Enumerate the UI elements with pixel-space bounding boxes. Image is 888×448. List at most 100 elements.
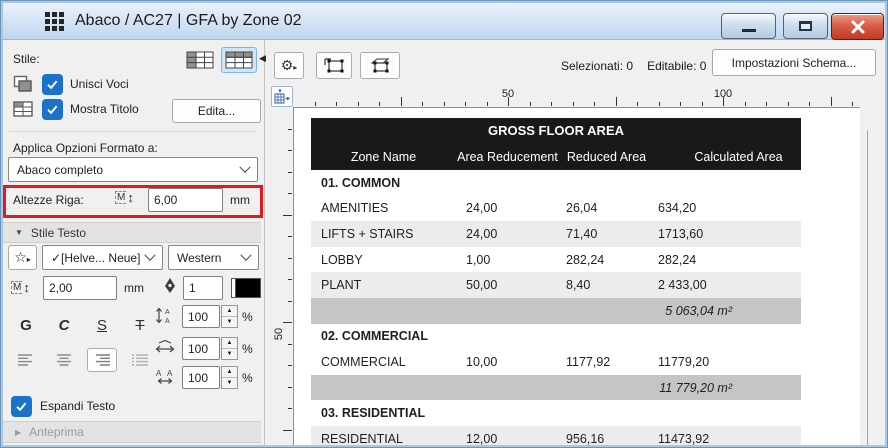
data-row[interactable]: PLANT 50,00 8,40 2 433,00: [311, 272, 801, 298]
data-row[interactable]: AMENITIES 24,00 26,04 634,20: [311, 196, 801, 222]
apply-format-select[interactable]: Abaco completo: [8, 157, 258, 182]
summary-total-cell[interactable]: 5 063,04 m²: [665, 303, 732, 318]
reduced-area-cell[interactable]: 282,24: [566, 252, 605, 267]
area-reducement-cell[interactable]: 12,00: [466, 431, 498, 446]
group-row[interactable]: 02. COMMERCIAL: [311, 324, 801, 350]
calculated-area-cell[interactable]: 11779,20: [658, 354, 710, 369]
summary-row[interactable]: 11 779,20 m²: [311, 374, 801, 401]
favorites-star-button[interactable]: ☆▸: [8, 245, 37, 270]
ruler-tick: [465, 102, 466, 106]
font-select[interactable]: ✓[Helve... Neue]: [42, 245, 163, 270]
tracking-stepper[interactable]: ▲ ▼: [221, 366, 238, 389]
column-header[interactable]: Zone Name: [350, 149, 417, 164]
bold-button[interactable]: G: [11, 313, 41, 337]
spin-up-icon[interactable]: ▲: [222, 367, 237, 378]
style-rows-toggle[interactable]: [182, 47, 218, 73]
group-name-cell[interactable]: 01. COMMON: [321, 175, 401, 190]
options-gear-button[interactable]: ⚙▸: [274, 52, 304, 79]
reduced-area-cell[interactable]: 26,04: [566, 201, 598, 216]
spin-up-icon[interactable]: ▲: [222, 338, 237, 349]
data-row[interactable]: COMMERCIAL 10,00 1177,92 11779,20: [311, 349, 801, 375]
zone-name-cell[interactable]: COMMERCIAL: [321, 354, 406, 369]
underline-button[interactable]: S: [87, 313, 117, 337]
align-center-button[interactable]: [49, 348, 79, 372]
spin-down-icon[interactable]: ▼: [226, 319, 233, 325]
line-spacing-input[interactable]: [182, 305, 220, 328]
schema-settings-button[interactable]: Impostazioni Schema...: [712, 49, 876, 76]
style-header-toggle[interactable]: [221, 47, 257, 73]
zone-name-cell[interactable]: LOBBY: [321, 252, 363, 267]
vertical-ruler[interactable]: 50: [266, 107, 293, 445]
width-factor-input[interactable]: [182, 337, 220, 360]
minimize-button[interactable]: [721, 13, 776, 39]
group-row[interactable]: 03. RESIDENTIAL: [311, 400, 801, 426]
select-marquee-button[interactable]: [316, 52, 352, 79]
ruler-tick: [288, 257, 292, 259]
zone-name-cell[interactable]: PLANT: [321, 278, 362, 293]
area-reducement-cell[interactable]: 50,00: [466, 278, 498, 293]
width-factor-stepper[interactable]: ▲ ▼: [221, 337, 238, 360]
schedule-header[interactable]: GROSS FLOOR AREA Zone Name Area Reduceme…: [311, 118, 801, 170]
reduced-area-cell[interactable]: 1177,92: [566, 354, 611, 369]
preview-section-header[interactable]: ▶ Anteprima: [3, 421, 261, 443]
expand-text-checkbox[interactable]: [11, 396, 32, 417]
chevron-down-icon: [240, 249, 252, 261]
area-reducement-cell[interactable]: 24,00: [466, 226, 498, 241]
column-header[interactable]: Area Reducement: [457, 149, 558, 164]
edit-button[interactable]: Edita...: [172, 99, 261, 123]
pen-number-input[interactable]: [183, 276, 223, 300]
spin-down-icon[interactable]: ▼: [226, 351, 233, 357]
ruler-tick: [637, 102, 638, 106]
align-right-button[interactable]: [87, 348, 117, 372]
area-reducement-cell[interactable]: 10,00: [466, 354, 498, 369]
text-style-section-header[interactable]: ▼ Stile Testo: [3, 222, 261, 243]
calculated-area-cell[interactable]: 1713,60: [658, 226, 704, 241]
horizontal-ruler[interactable]: 50 100: [293, 86, 868, 107]
align-left-button[interactable]: [11, 348, 41, 372]
column-header[interactable]: Calculated Area: [694, 149, 783, 164]
data-row[interactable]: LOBBY 1,00 282,24 282,24: [311, 247, 801, 273]
italic-button[interactable]: C: [49, 313, 79, 337]
tracking-input[interactable]: [182, 366, 220, 389]
sidebar-collapse-arrow-icon[interactable]: ◀: [259, 53, 266, 63]
ruler-origin-button[interactable]: [271, 86, 293, 107]
zone-name-cell[interactable]: RESIDENTIAL: [321, 431, 403, 446]
column-header[interactable]: Reduced Area: [566, 149, 647, 164]
zone-name-cell[interactable]: AMENITIES: [321, 201, 389, 216]
zone-name-cell[interactable]: LIFTS + STAIRS: [321, 226, 414, 241]
select-elements-button[interactable]: [360, 52, 400, 79]
area-reducement-cell[interactable]: 24,00: [466, 201, 498, 216]
data-row[interactable]: LIFTS + STAIRS 24,00 71,40 1713,60: [311, 221, 801, 247]
merge-items-checkbox[interactable]: [42, 74, 63, 95]
align-justify-button[interactable]: [125, 348, 155, 372]
summary-total-cell[interactable]: 11 779,20 m²: [659, 380, 732, 395]
calculated-area-cell[interactable]: 2 433,00: [658, 278, 707, 293]
spin-down-icon[interactable]: ▼: [226, 380, 233, 386]
ruler-label: 50: [272, 327, 285, 341]
script-select[interactable]: Western: [168, 245, 259, 270]
selected-count: 0: [626, 59, 634, 73]
strikethrough-button[interactable]: T: [125, 313, 155, 337]
group-row[interactable]: 01. COMMON: [311, 170, 801, 196]
reduced-area-cell[interactable]: 956,16: [566, 431, 605, 446]
reduced-area-cell[interactable]: 8,40: [566, 278, 591, 293]
area-reducement-cell[interactable]: 1,00: [466, 252, 491, 267]
font-size-input[interactable]: [43, 276, 117, 300]
reduced-area-cell[interactable]: 71,40: [566, 226, 598, 241]
titlebar[interactable]: Abaco / AC27 | GFA by Zone 02: [3, 3, 885, 40]
maximize-button[interactable]: [783, 13, 828, 39]
data-row[interactable]: RESIDENTIAL 12,00 956,16 11473,92: [311, 425, 801, 446]
font-height-icon: M ↕: [11, 280, 30, 295]
close-button[interactable]: [831, 13, 884, 40]
summary-row[interactable]: 5 063,04 m²: [311, 297, 801, 324]
calculated-area-cell[interactable]: 634,20: [658, 201, 697, 216]
group-name-cell[interactable]: 03. RESIDENTIAL: [321, 406, 426, 421]
pen-color-swatch[interactable]: [231, 278, 261, 298]
spin-up-icon[interactable]: ▲: [222, 306, 237, 317]
calculated-area-cell[interactable]: 282,24: [658, 252, 697, 267]
line-spacing-stepper[interactable]: ▲ ▼: [221, 305, 238, 328]
show-title-checkbox[interactable]: [42, 99, 63, 120]
row-height-input[interactable]: [148, 188, 223, 212]
group-name-cell[interactable]: 02. COMMERCIAL: [321, 329, 428, 344]
calculated-area-cell[interactable]: 11473,92: [658, 431, 710, 446]
